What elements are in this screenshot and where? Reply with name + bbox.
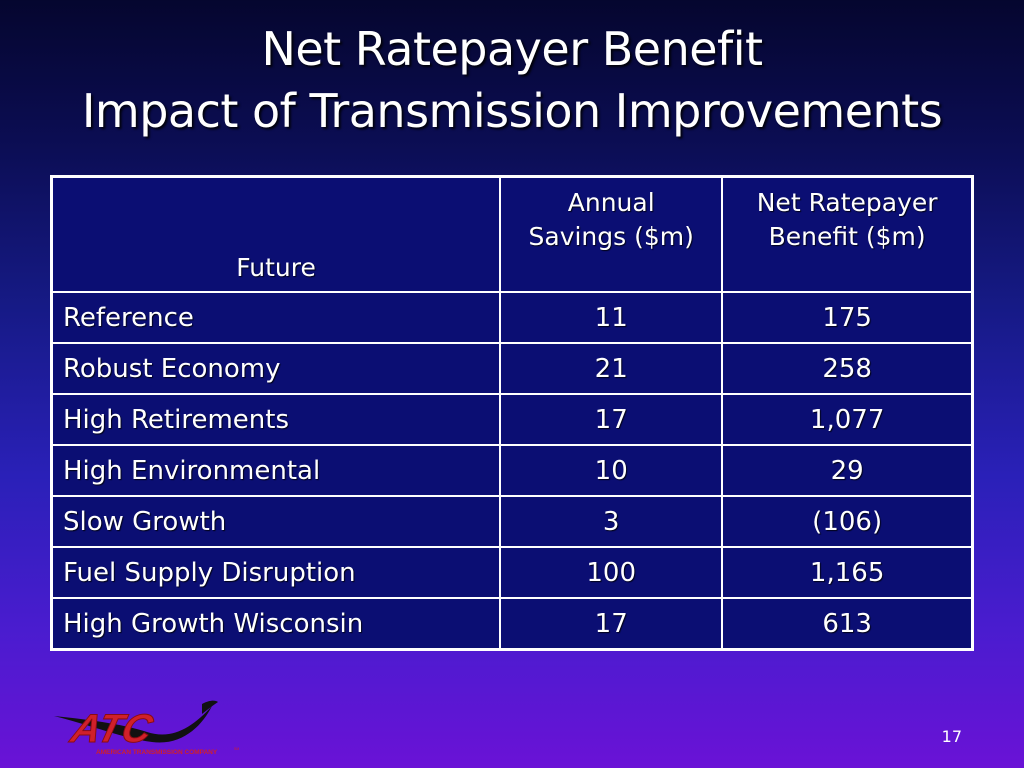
logo-swoosh-accent <box>202 700 218 714</box>
header-net-benefit-line1: Net Ratepayer <box>756 188 938 217</box>
benefit-table: Future Annual Savings ($m) Net Ratepayer… <box>50 175 974 651</box>
header-annual-savings: Annual Savings ($m) <box>499 175 724 293</box>
slide-title-line2: Impact of Transmission Improvements <box>81 84 943 138</box>
cell-benefit: 258 <box>721 342 974 395</box>
cell-future: High Retirements <box>50 393 502 446</box>
atc-logo: ATC AMERICAN TRANSMISSION COMPANY SM <box>52 698 252 758</box>
table-row: Fuel Supply Disruption 100 1,165 <box>50 546 974 599</box>
logo-service-mark: SM <box>234 747 239 751</box>
cell-benefit: 175 <box>721 291 974 344</box>
cell-future: Reference <box>50 291 502 344</box>
cell-future: Robust Economy <box>50 342 502 395</box>
header-annual-savings-line1: Annual <box>567 188 655 217</box>
cell-savings: 21 <box>499 342 724 395</box>
cell-future: Slow Growth <box>50 495 502 548</box>
slide-title-line1: Net Ratepayer Benefit <box>261 22 763 76</box>
header-net-benefit: Net Ratepayer Benefit ($m) <box>721 175 974 293</box>
cell-savings: 3 <box>499 495 724 548</box>
cell-savings: 100 <box>499 546 724 599</box>
table-row: Reference 11 175 <box>50 291 974 344</box>
cell-savings: 10 <box>499 444 724 497</box>
table-row: High Retirements 17 1,077 <box>50 393 974 446</box>
table-row: Slow Growth 3 (106) <box>50 495 974 548</box>
cell-future: High Growth Wisconsin <box>50 597 502 651</box>
table-row: Robust Economy 21 258 <box>50 342 974 395</box>
cell-benefit: 29 <box>721 444 974 497</box>
cell-benefit: 1,165 <box>721 546 974 599</box>
cell-future: High Environmental <box>50 444 502 497</box>
cell-savings: 11 <box>499 291 724 344</box>
table-row: High Environmental 10 29 <box>50 444 974 497</box>
cell-savings: 17 <box>499 597 724 651</box>
cell-benefit: (106) <box>721 495 974 548</box>
cell-benefit: 1,077 <box>721 393 974 446</box>
cell-savings: 17 <box>499 393 724 446</box>
cell-future: Fuel Supply Disruption <box>50 546 502 599</box>
page-number: 17 <box>941 727 962 746</box>
header-annual-savings-line2: Savings ($m) <box>528 222 694 251</box>
atc-logo-graphic: ATC AMERICAN TRANSMISSION COMPANY SM <box>54 700 239 756</box>
logo-letters: ATC <box>66 706 158 751</box>
logo-company-name: AMERICAN TRANSMISSION COMPANY <box>96 749 218 756</box>
header-net-benefit-line2: Benefit ($m) <box>768 222 926 251</box>
table-header-row: Future Annual Savings ($m) Net Ratepayer… <box>50 175 974 293</box>
header-future: Future <box>50 175 502 293</box>
cell-benefit: 613 <box>721 597 974 651</box>
table-row: High Growth Wisconsin 17 613 <box>50 597 974 651</box>
logo-swoosh <box>54 706 212 743</box>
